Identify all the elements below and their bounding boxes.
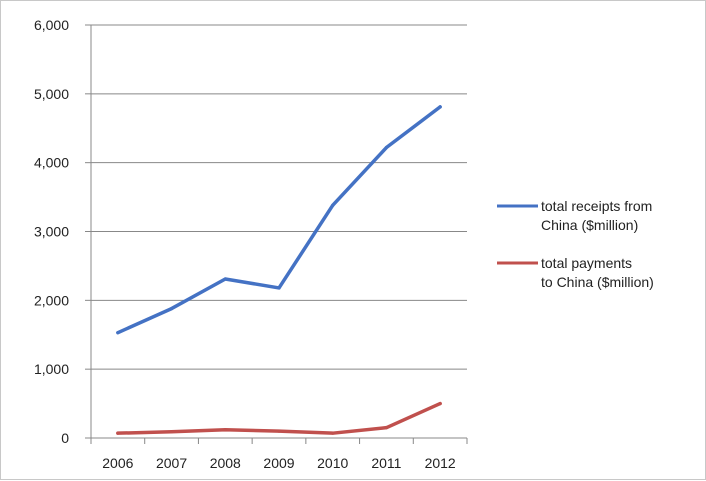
legend-label: to China ($million): [541, 274, 654, 290]
data-point: [331, 203, 335, 207]
x-tick-label: 2008: [210, 455, 241, 471]
y-tick-label: 2,000: [34, 292, 69, 308]
data-point: [438, 401, 442, 406]
data-point: [116, 431, 120, 435]
y-tick-label: 1,000: [34, 361, 69, 377]
series-line-1: [116, 105, 442, 335]
y-tick-label: 5,000: [34, 86, 69, 102]
legend: total receipts from China ($million) total…: [497, 198, 654, 290]
y-axis-ticks: 0 1,000 2,000 3,000 4,000 5,000 6,000: [34, 17, 69, 446]
data-point: [438, 105, 442, 109]
y-tick-label: 4,000: [34, 155, 69, 171]
legend-label: total receipts from: [541, 198, 652, 214]
data-point: [331, 431, 335, 435]
legend-label: total payments: [541, 255, 632, 271]
series-lines: [116, 105, 442, 435]
gridlines: [91, 24, 467, 370]
y-tick-label: 0: [61, 430, 69, 446]
y-tick-label: 6,000: [34, 17, 69, 33]
y-tick-label: 3,000: [34, 224, 69, 240]
data-point: [169, 430, 174, 434]
data-point: [384, 426, 389, 430]
data-point: [116, 331, 120, 335]
x-tick-label: 2010: [317, 455, 348, 471]
x-tick-label: 2009: [263, 455, 294, 471]
x-tick-label: 2007: [156, 455, 187, 471]
legend-label: China ($million): [541, 217, 638, 233]
data-point: [169, 306, 174, 311]
x-tick-label: 2012: [425, 455, 456, 471]
series-line-2: [116, 401, 442, 435]
data-point: [223, 428, 227, 432]
x-tick-label: 2006: [102, 455, 133, 471]
data-point: [223, 277, 227, 281]
axes: [85, 24, 468, 444]
data-point: [277, 429, 281, 433]
x-tick-label: 2011: [371, 455, 401, 471]
data-point: [277, 286, 281, 290]
x-axis-ticks: 2006 2007 2008 2009 2010 2011 2012: [102, 455, 456, 471]
data-point: [384, 145, 389, 150]
